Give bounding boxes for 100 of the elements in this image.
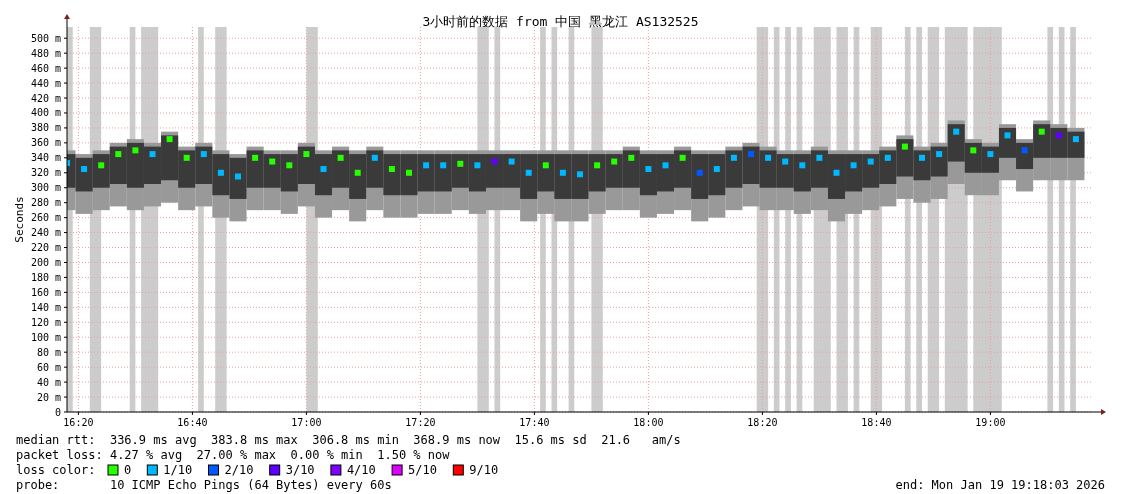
point xyxy=(919,154,925,161)
point xyxy=(115,151,122,158)
y-tick-label: 400 m xyxy=(30,107,61,119)
point xyxy=(354,169,361,176)
y-tick-label: 320 m xyxy=(30,167,61,179)
point xyxy=(884,154,891,161)
point xyxy=(81,166,88,173)
point xyxy=(799,162,806,169)
point xyxy=(662,162,669,169)
point xyxy=(1004,132,1011,139)
legend-label: 4/10 xyxy=(346,463,376,477)
y-tick-label: 480 m xyxy=(30,47,61,59)
y-tick-label: 300 m xyxy=(30,182,61,194)
point xyxy=(252,154,259,161)
point xyxy=(901,143,908,150)
y-tick-label: 280 m xyxy=(30,197,61,209)
y-tick-label: 160 m xyxy=(30,286,61,298)
y-axis-title: Seconds xyxy=(13,196,26,243)
y-tick-label: 120 m xyxy=(30,316,61,328)
point xyxy=(816,154,823,161)
point xyxy=(850,162,857,169)
y-tick-label: 0 xyxy=(54,406,61,418)
point xyxy=(337,154,344,161)
y-tick-label: 220 m xyxy=(30,242,61,254)
point xyxy=(440,162,447,169)
y-tick-label: 500 m xyxy=(30,32,61,44)
y-tick-label: 180 m xyxy=(30,271,61,283)
point xyxy=(149,151,156,158)
point xyxy=(594,162,601,169)
point xyxy=(303,151,310,158)
point xyxy=(867,158,874,165)
point xyxy=(833,169,840,176)
point xyxy=(388,166,395,173)
point xyxy=(542,162,549,169)
point xyxy=(577,171,583,178)
point xyxy=(235,173,241,180)
legend-label: 9/10 xyxy=(469,463,499,477)
point xyxy=(611,158,618,165)
chart-title: 3小时前的数据 from 中国 黑龙江 AS132525 xyxy=(422,14,699,29)
point xyxy=(371,154,378,161)
point xyxy=(782,158,789,165)
legend-label: 0 xyxy=(124,463,132,477)
y-tick-label: 140 m xyxy=(30,301,61,313)
point xyxy=(269,158,276,165)
point xyxy=(474,162,481,169)
point xyxy=(200,151,207,158)
point xyxy=(953,128,960,135)
text: probe: 10 ICMP Echo Pings (64 Bytes) every 60s xyxy=(16,478,392,492)
legend-label: 2/10 xyxy=(224,463,254,477)
y-tick-label: 260 m xyxy=(30,212,61,224)
point xyxy=(1055,132,1062,139)
y-tick-label: 20 m xyxy=(36,391,61,403)
y-tick-label: 340 m xyxy=(30,152,61,164)
point xyxy=(1072,136,1079,143)
point xyxy=(525,169,532,176)
y-tick-label: 420 m xyxy=(30,92,61,104)
x-tick-label: 18:40 xyxy=(861,417,892,428)
legend-label: 3/10 xyxy=(285,463,315,477)
point xyxy=(1021,147,1028,154)
point xyxy=(696,169,703,176)
point xyxy=(457,160,464,167)
point xyxy=(679,154,686,161)
x-tick-label: 18:00 xyxy=(633,417,664,428)
legend-label: 5/10 xyxy=(408,463,438,477)
text: median rtt: 336.9 ms avg 383.8 ms max 306.8 ms min 368.9 ms now 15.6 ms sd 21.6 am/s xyxy=(16,433,681,447)
y-tick-label: 380 m xyxy=(30,122,61,134)
x-tick-label: 16:20 xyxy=(63,417,94,428)
point xyxy=(730,154,737,161)
point xyxy=(183,154,190,161)
point xyxy=(491,158,498,165)
y-tick-label: 80 m xyxy=(36,346,61,358)
x-tick-label: 16:40 xyxy=(177,417,208,428)
point xyxy=(320,166,327,173)
point xyxy=(970,147,977,154)
y-tick-label: 100 m xyxy=(30,331,61,343)
x-tick-label: 18:20 xyxy=(747,417,778,428)
text: packet loss: 4.27 % avg 27.00 % max 0.00 % min 1.50 % now xyxy=(16,448,451,462)
point xyxy=(559,169,566,176)
point xyxy=(645,166,652,173)
y-tick-label: 60 m xyxy=(36,361,61,373)
x-tick-label: 17:20 xyxy=(405,417,436,428)
point xyxy=(406,169,412,176)
point xyxy=(765,154,772,161)
point xyxy=(628,154,635,161)
point xyxy=(1038,128,1045,135)
y-tick-label: 360 m xyxy=(30,137,61,149)
x-tick-label: 17:40 xyxy=(519,417,550,428)
y-tick-label: 200 m xyxy=(30,256,61,268)
point xyxy=(286,162,293,169)
y-tick-label: 460 m xyxy=(30,62,61,74)
point xyxy=(936,151,943,158)
point xyxy=(132,147,139,154)
point xyxy=(423,162,430,169)
point xyxy=(217,169,224,176)
x-tick-label: 17:00 xyxy=(291,417,322,428)
y-tick-label: 440 m xyxy=(30,77,61,89)
point xyxy=(508,158,515,165)
point xyxy=(987,151,994,158)
point xyxy=(98,162,105,169)
legend-title: loss color: xyxy=(16,463,96,477)
